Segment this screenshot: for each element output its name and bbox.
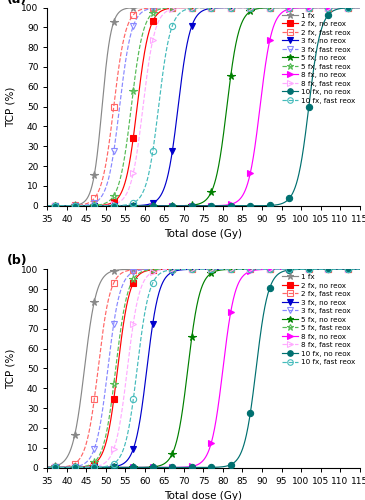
X-axis label: Total dose (Gy): Total dose (Gy) (165, 491, 242, 500)
X-axis label: Total dose (Gy): Total dose (Gy) (165, 230, 242, 239)
Text: (b): (b) (7, 254, 27, 267)
Y-axis label: TCP (%): TCP (%) (5, 348, 16, 389)
Legend: 1 fx, 2 fx, no reox, 2 fx, fast reox, 3 fx, no reox, 3 fx, fast reox, 5 fx, no r: 1 fx, 2 fx, no reox, 2 fx, fast reox, 3 … (281, 11, 356, 104)
Text: (a): (a) (7, 0, 27, 6)
Legend: 1 fx, 2 fx, no reox, 2 fx, fast reox, 3 fx, no reox, 3 fx, fast reox, 5 fx, no r: 1 fx, 2 fx, no reox, 2 fx, fast reox, 3 … (281, 273, 356, 366)
Y-axis label: TCP (%): TCP (%) (5, 86, 16, 127)
